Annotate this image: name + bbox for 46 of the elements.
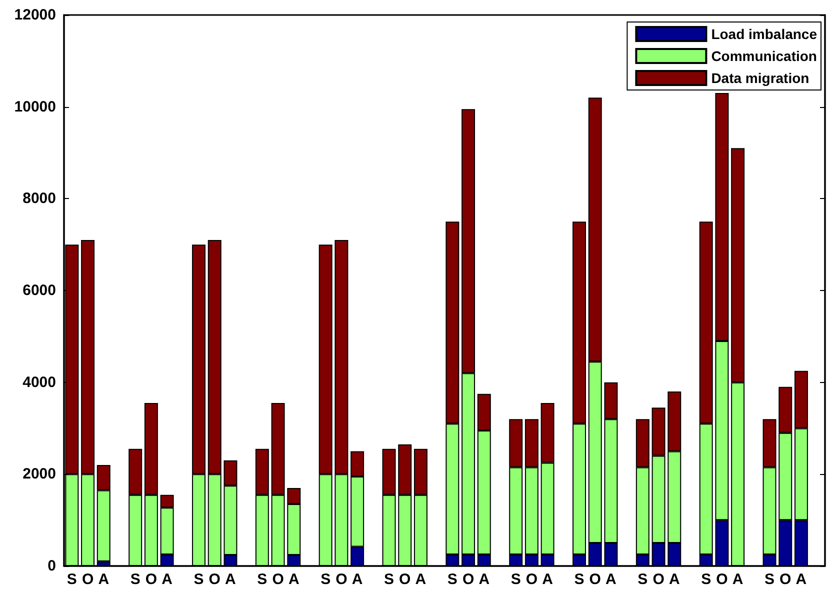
x-tick-label: O xyxy=(145,571,158,588)
legend-label: Data migration xyxy=(711,70,810,86)
x-tick-label: A xyxy=(352,571,363,588)
y-tick-label: 2000 xyxy=(22,466,56,483)
legend-label: Load imbalance xyxy=(711,26,818,42)
x-tick-label: O xyxy=(336,571,348,588)
legend-label: Communication xyxy=(711,48,817,64)
x-tick-label: A xyxy=(732,571,744,588)
x-tick-label: A xyxy=(98,571,110,588)
x-tick-label: A xyxy=(796,571,807,588)
x-tick-label: A xyxy=(415,571,426,588)
x-tick-label: S xyxy=(574,571,584,588)
x-tick-label: O xyxy=(589,571,602,588)
x-tick-label: S xyxy=(764,571,775,588)
x-tick-label: S xyxy=(320,571,331,588)
y-tick-label: 12000 xyxy=(14,6,56,24)
y-tick-label: 10000 xyxy=(14,98,56,116)
x-tick-label: S xyxy=(510,571,521,588)
x-tick-label: O xyxy=(780,571,792,588)
x-tick-label: O xyxy=(208,571,221,588)
x-tick-label: S xyxy=(701,571,712,588)
y-tick-label: 0 xyxy=(48,558,56,574)
x-tick-label: O xyxy=(716,571,728,588)
x-tick-label: A xyxy=(606,571,617,588)
x-tick-label: O xyxy=(82,571,94,588)
y-tick-label: 4000 xyxy=(22,374,56,391)
y-tick-label: 6000 xyxy=(22,282,56,299)
x-tick-label: O xyxy=(462,571,474,588)
x-tick-label: A xyxy=(478,571,490,588)
x-tick-label: S xyxy=(130,571,140,588)
x-tick-label: S xyxy=(384,571,394,588)
x-tick-label: A xyxy=(225,571,236,588)
x-tick-label: S xyxy=(66,571,77,588)
y-tick-label: 8000 xyxy=(22,190,56,208)
x-tick-label: S xyxy=(194,571,204,588)
x-tick-label: A xyxy=(668,571,680,588)
x-tick-label: S xyxy=(638,571,648,588)
x-tick-label: O xyxy=(399,571,412,588)
x-tick-label: O xyxy=(526,571,538,588)
x-tick-label: S xyxy=(257,571,268,588)
x-tick-label: S xyxy=(447,571,458,588)
x-tick-label: A xyxy=(288,571,300,588)
x-tick-label: A xyxy=(542,571,554,588)
x-tick-label: A xyxy=(162,571,173,588)
x-tick-label: O xyxy=(652,571,665,588)
x-tick-label: O xyxy=(272,571,284,588)
